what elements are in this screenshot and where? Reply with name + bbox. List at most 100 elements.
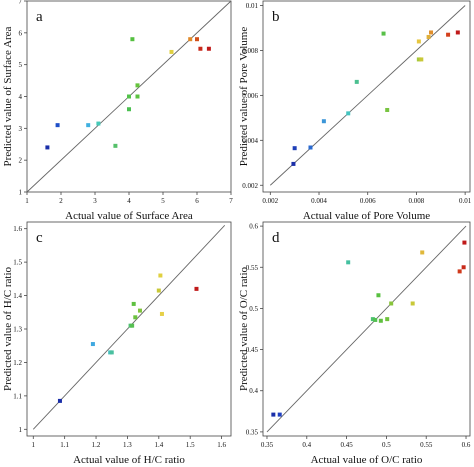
data-point xyxy=(271,412,276,417)
chart-panel-a: 1 2 3 4 5 6 7 1 2 3 4 5 6 7 a Actual value of Surface A… xyxy=(2,0,233,222)
plot-frame xyxy=(262,0,471,193)
data-point xyxy=(135,94,140,99)
data-point xyxy=(137,308,142,313)
y-tick-label: 1.3 xyxy=(13,326,22,334)
y-tick-label: 0.002 xyxy=(242,182,258,190)
x-tick-label: 6 xyxy=(195,197,199,205)
x-tick-label: 0.5 xyxy=(382,441,391,449)
panel-label: b xyxy=(272,9,280,25)
data-point xyxy=(370,317,375,322)
y-tick-label: 6 xyxy=(19,29,23,37)
data-point xyxy=(416,57,421,62)
data-point xyxy=(462,240,467,245)
data-point xyxy=(156,288,161,293)
data-point xyxy=(90,342,95,347)
x-axis-label: Actual value of H/C ratio xyxy=(73,454,185,466)
x-tick-label: 1.1 xyxy=(60,441,69,449)
data-point xyxy=(389,301,394,306)
y-tick-label: 7 xyxy=(19,0,23,6)
data-point xyxy=(55,123,60,128)
panel-label: a xyxy=(36,9,43,25)
y-tick-label: 1.5 xyxy=(13,259,22,267)
y-tick-label: 0.4 xyxy=(249,387,258,395)
x-tick-label: 0.55 xyxy=(420,441,433,449)
x-tick-label: 0.004 xyxy=(311,197,327,205)
x-tick-label: 1.4 xyxy=(154,441,163,449)
y-tick-label: 1.1 xyxy=(13,392,22,400)
x-tick-label: 0.6 xyxy=(462,441,471,449)
data-point xyxy=(455,30,460,35)
data-point xyxy=(385,107,390,112)
data-point xyxy=(130,37,135,42)
data-point xyxy=(86,123,91,128)
y-tick-label: 5 xyxy=(19,61,23,69)
x-tick-label: 7 xyxy=(229,197,233,205)
chart-panel-d: 0.35 0.4 0.45 0.5 0.55 0.6 0.35 0.4 0.45 0.5 0.55 0… xyxy=(238,221,471,466)
data-point xyxy=(206,46,211,51)
data-point xyxy=(420,250,425,255)
y-tick-label: 0.01 xyxy=(246,2,259,10)
data-point xyxy=(198,46,203,51)
identity-line xyxy=(270,5,466,186)
chart-panel-c: 1 1.1 1.2 1.3 1.4 1.5 1.6 1 1.1 1.2 1.3 1.4 1.5 1.6 c A… xyxy=(2,221,232,466)
y-tick-label: 3 xyxy=(19,125,23,133)
data-point xyxy=(308,145,313,150)
data-point xyxy=(158,273,163,278)
x-tick-label: 0.35 xyxy=(261,441,274,449)
data-point xyxy=(378,318,383,323)
x-tick-label: 0.002 xyxy=(262,197,278,205)
data-point xyxy=(159,311,164,316)
data-point xyxy=(57,398,62,403)
data-point xyxy=(131,301,136,306)
y-tick-label: 0.006 xyxy=(242,92,258,100)
data-point xyxy=(461,265,466,270)
y-tick-label: 1 xyxy=(19,189,23,197)
x-tick-label: 1 xyxy=(32,441,36,449)
plot-frame xyxy=(262,221,471,437)
data-point xyxy=(127,107,131,112)
y-tick-label: 1 xyxy=(19,426,23,434)
y-tick-label: 2 xyxy=(19,157,23,165)
x-tick-label: 3 xyxy=(93,197,97,205)
y-tick-label: 0.35 xyxy=(246,428,259,436)
data-point xyxy=(410,301,415,306)
x-tick-label: 1.5 xyxy=(186,441,195,449)
y-axis-label: Predicted value of H/C ratio xyxy=(2,266,14,391)
data-point xyxy=(188,37,193,42)
x-tick-label: 2 xyxy=(59,197,63,205)
x-tick-label: 1.2 xyxy=(92,441,101,449)
x-tick-label: 5 xyxy=(161,197,165,205)
data-point xyxy=(429,30,434,35)
y-tick-label: 0.6 xyxy=(249,223,258,231)
x-tick-label: 0.006 xyxy=(360,197,376,205)
data-point xyxy=(194,286,199,291)
x-tick-label: 0.45 xyxy=(340,441,353,449)
data-point xyxy=(195,37,199,42)
chart-panel-b: 0.002 0.004 0.006 0.008 0.01 0.002 0.004 0.006 0… xyxy=(238,0,472,222)
data-point xyxy=(135,83,140,88)
data-point xyxy=(385,317,390,322)
x-tick-label: 4 xyxy=(127,197,131,205)
y-tick-label: 0.008 xyxy=(242,47,258,55)
data-point xyxy=(45,145,50,150)
x-tick-label: 0.008 xyxy=(409,197,425,205)
data-point xyxy=(133,315,138,320)
data-point xyxy=(346,260,351,265)
data-point xyxy=(416,39,421,44)
panel-label: c xyxy=(36,230,43,246)
y-tick-label: 0.5 xyxy=(249,305,258,313)
y-tick-label: 1.6 xyxy=(13,225,22,233)
x-tick-label: 1.3 xyxy=(123,441,132,449)
panel-label: d xyxy=(272,230,280,246)
data-point xyxy=(113,143,118,148)
x-tick-label: 0.4 xyxy=(302,441,311,449)
data-point xyxy=(169,49,174,54)
data-point xyxy=(419,57,424,62)
y-tick-label: 0.45 xyxy=(246,346,259,354)
data-point xyxy=(130,323,135,328)
x-axis-label: Actual value of Surface Area xyxy=(65,210,193,222)
x-tick-label: 1 xyxy=(25,197,29,205)
data-point xyxy=(346,111,351,116)
x-tick-label: 1.6 xyxy=(217,441,226,449)
